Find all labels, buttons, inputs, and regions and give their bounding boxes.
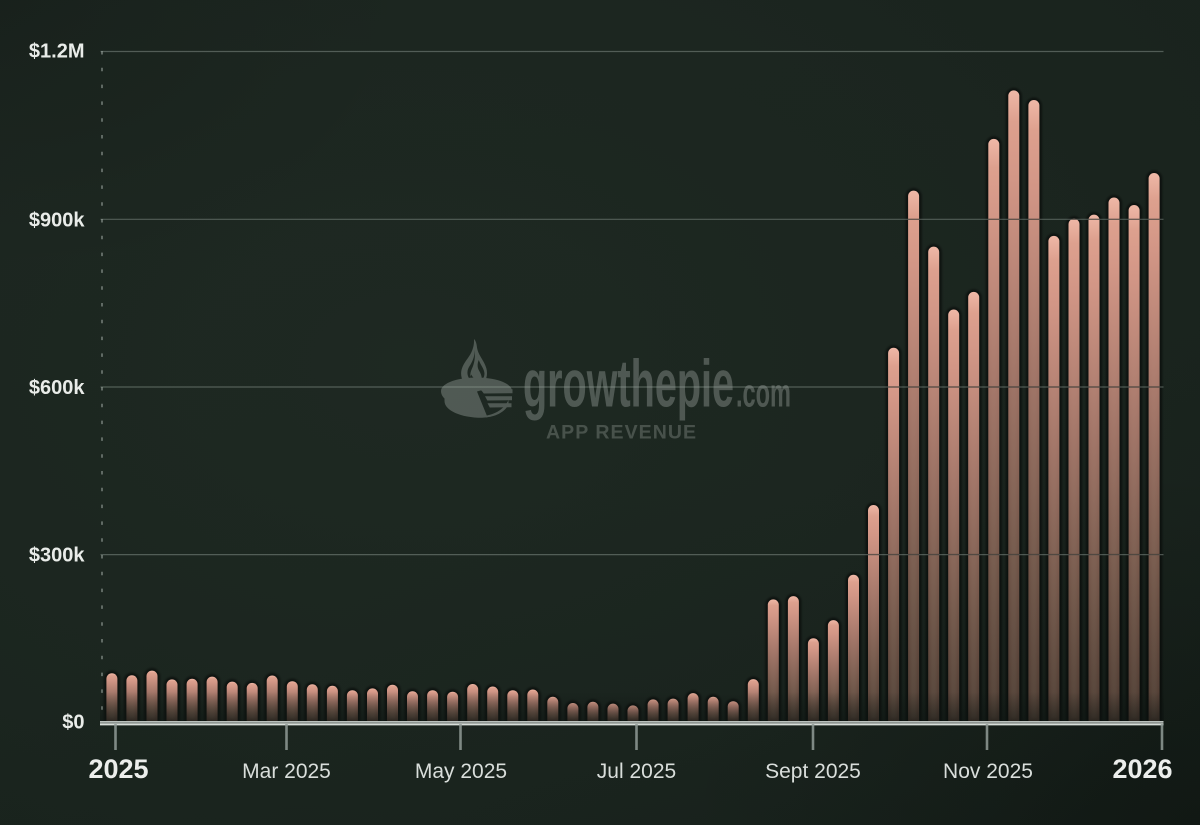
svg-text:2025: 2025	[88, 754, 148, 784]
svg-text:Nov 2025: Nov 2025	[943, 760, 1033, 783]
svg-text:Mar 2025: Mar 2025	[242, 760, 331, 783]
svg-text:growthepie: growthepie	[523, 347, 734, 422]
svg-text:.com: .com	[736, 372, 791, 416]
svg-text:2026: 2026	[1112, 754, 1172, 784]
svg-text:$0: $0	[62, 712, 84, 734]
svg-text:$900k: $900k	[29, 209, 85, 231]
svg-text:$1.2M: $1.2M	[29, 41, 85, 63]
svg-text:$600k: $600k	[29, 377, 85, 399]
svg-text:Sept 2025: Sept 2025	[765, 760, 861, 783]
svg-text:$300k: $300k	[29, 545, 85, 567]
svg-text:Jul 2025: Jul 2025	[597, 760, 676, 783]
svg-text:May 2025: May 2025	[415, 760, 507, 783]
svg-text:APP REVENUE: APP REVENUE	[546, 422, 696, 444]
